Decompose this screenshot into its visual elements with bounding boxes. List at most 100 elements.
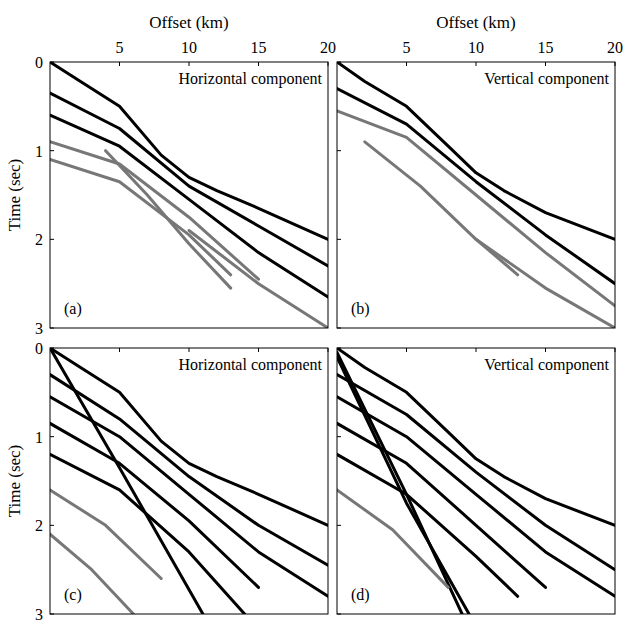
y-tick: [337, 328, 341, 329]
event-line: [189, 231, 328, 329]
y-tick: [337, 150, 341, 151]
x-tick: [328, 348, 329, 352]
event-line: [337, 423, 546, 587]
x-tick: [615, 348, 616, 352]
panel: Vertical component (d): [337, 348, 615, 614]
event-line: [50, 454, 245, 614]
event-line: [337, 89, 615, 284]
event-line: [50, 423, 259, 587]
y-tick: [50, 436, 54, 437]
y-tick: [50, 150, 54, 151]
x-tick: [119, 62, 120, 66]
x-tick: [119, 348, 120, 352]
frame: [50, 62, 328, 328]
x-tick-label: 5: [116, 39, 124, 56]
event-line: [50, 375, 328, 566]
x-tick-label: 15: [251, 39, 267, 56]
frame: [337, 62, 615, 328]
x-tick: [406, 348, 407, 352]
y-tick: [50, 328, 54, 329]
label-patch: [349, 299, 372, 319]
series-group: [50, 348, 328, 614]
panel: 5101520Offset (km)Vertical component(b): [337, 13, 623, 328]
series-group: [50, 62, 328, 328]
panel-label: (d): [351, 586, 370, 604]
event-line: [365, 142, 518, 275]
plot-area: [337, 348, 615, 614]
panel-label: (a): [64, 300, 82, 318]
series-group: [337, 62, 615, 328]
x-tick: [615, 62, 616, 66]
y-tick: [337, 62, 341, 63]
y-axis-title: Time (sec): [5, 445, 24, 518]
panel-title: Vertical component: [484, 70, 609, 88]
x-tick-label: 10: [468, 39, 484, 56]
x-tick: [328, 62, 329, 66]
x-tick: [189, 62, 190, 66]
y-tick-label: 0: [35, 54, 43, 71]
frame: [50, 348, 328, 614]
event-line: [337, 111, 615, 306]
panel: 51015200123Offset (km)Time (sec)Horizont…: [5, 13, 336, 337]
event-line: [50, 348, 328, 525]
y-tick-label: 2: [35, 517, 43, 534]
event-line: [106, 151, 231, 288]
x-tick: [406, 62, 407, 66]
figure: 51015200123Offset (km)Time (sec)Horizont…: [0, 0, 623, 634]
x-tick: [258, 62, 259, 66]
event-line: [337, 397, 615, 597]
event-line: [337, 454, 518, 596]
label-patch: [349, 585, 372, 605]
plot-area: [50, 348, 328, 614]
y-axis-title: Time (sec): [5, 159, 24, 232]
frame: [337, 348, 615, 614]
event-line: [50, 62, 328, 239]
event-line: [337, 357, 469, 614]
y-tick-label: 0: [35, 340, 43, 357]
x-tick: [476, 62, 477, 66]
title-patch: [175, 355, 325, 375]
panel-title: Vertical component: [484, 356, 609, 374]
x-tick: [476, 348, 477, 352]
panel-title: Horizontal component: [178, 356, 322, 374]
event-line: [50, 397, 328, 597]
plot-area: [50, 62, 328, 328]
title-patch: [481, 69, 612, 89]
event-line: [50, 115, 328, 297]
y-tick: [337, 614, 341, 615]
event-line: [50, 93, 328, 266]
y-tick: [50, 62, 54, 63]
label-patch: [62, 585, 84, 605]
x-tick-label: 15: [538, 39, 554, 56]
x-tick-label: 5: [403, 39, 411, 56]
x-tick: [545, 348, 546, 352]
panel-title: Horizontal component: [178, 70, 322, 88]
panel-label: (b): [351, 300, 370, 318]
y-tick-label: 2: [35, 231, 43, 248]
x-tick: [258, 348, 259, 352]
x-tick: [545, 62, 546, 66]
y-tick: [337, 525, 341, 526]
y-tick-label: 1: [35, 429, 43, 446]
y-tick-label: 3: [35, 320, 43, 337]
event-line: [476, 239, 615, 328]
y-tick: [50, 614, 54, 615]
y-tick: [50, 239, 54, 240]
plot-area: [337, 62, 615, 328]
title-patch: [175, 69, 325, 89]
x-tick-label: 20: [607, 39, 623, 56]
y-tick: [337, 239, 341, 240]
y-tick: [50, 525, 54, 526]
event-line: [337, 62, 615, 239]
event-line: [50, 534, 133, 614]
x-axis-title: Offset (km): [149, 13, 228, 32]
y-tick: [337, 348, 341, 349]
event-line: [50, 490, 161, 579]
event-line: [337, 375, 615, 570]
label-patch: [62, 299, 84, 319]
x-tick: [189, 348, 190, 352]
x-tick-label: 10: [181, 39, 197, 56]
y-tick-label: 1: [35, 143, 43, 160]
event-line: [337, 352, 462, 614]
y-tick-label: 3: [35, 606, 43, 623]
